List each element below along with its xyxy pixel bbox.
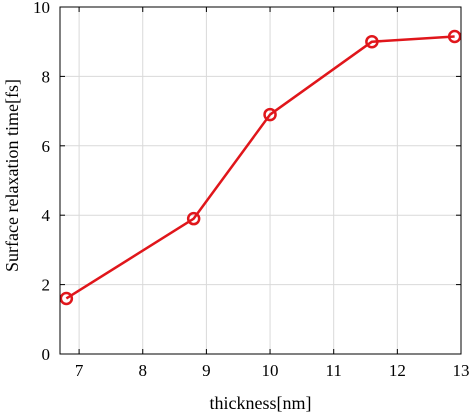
series-line	[65, 35, 455, 300]
y-tick-label: 8	[42, 67, 51, 86]
y-tick-label: 10	[33, 0, 50, 17]
data-point	[365, 34, 379, 49]
x-axis-label: thickness[nm]	[210, 393, 312, 413]
data-point	[447, 29, 462, 44]
x-tick-label: 12	[389, 361, 406, 380]
x-tick-label: 9	[202, 361, 211, 380]
plot-area-background	[60, 7, 461, 354]
data-point	[186, 211, 201, 226]
y-axis-label: Surface relaxation time[fs]	[2, 79, 22, 272]
data-point	[263, 107, 277, 122]
x-tick-label: 8	[138, 361, 147, 380]
plot-frame	[59, 6, 462, 355]
x-tick-label: 7	[75, 361, 84, 380]
x-tick-label: 11	[326, 361, 342, 380]
ticks: 7 8 9 10 11 12 13 0 2 4 6 8 10	[33, 0, 470, 380]
data-point	[59, 291, 74, 306]
y-tick-label: 2	[42, 276, 51, 295]
x-tick-label: 13	[453, 361, 470, 380]
x-tick-label: 10	[262, 361, 279, 380]
y-tick-label: 6	[42, 137, 51, 156]
y-tick-label: 4	[42, 206, 51, 225]
series-layer	[59, 29, 462, 306]
y-tick-label: 0	[42, 345, 51, 364]
